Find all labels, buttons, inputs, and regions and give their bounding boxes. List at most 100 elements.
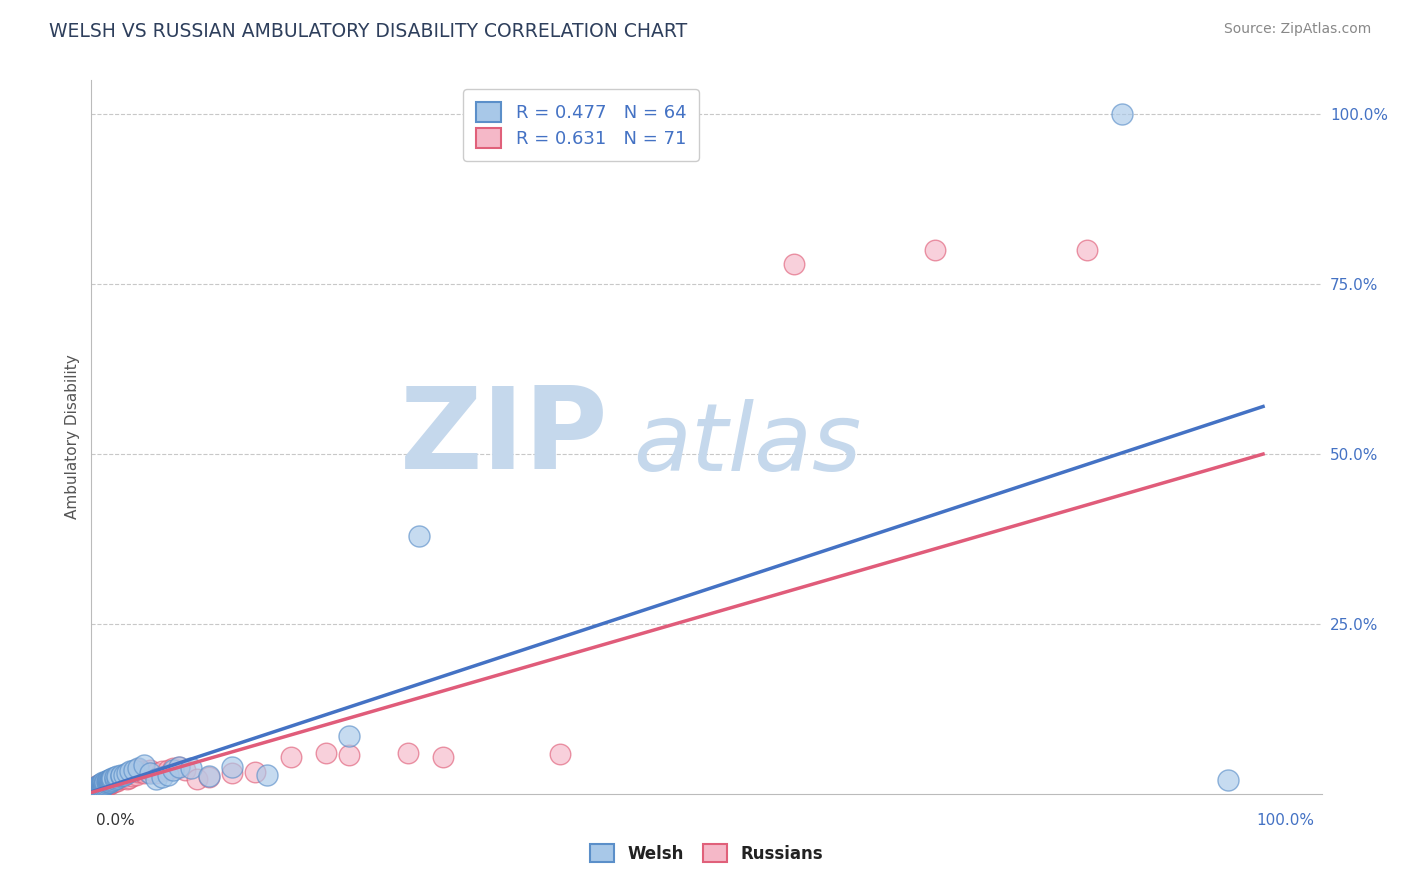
Point	[101, 775, 124, 789]
Point	[93, 778, 115, 792]
Point	[101, 773, 124, 788]
Point	[174, 763, 197, 777]
Point	[98, 777, 121, 791]
Point	[94, 777, 117, 791]
Point	[169, 760, 191, 774]
Point	[125, 768, 148, 782]
Point	[337, 748, 360, 763]
Point	[139, 766, 162, 780]
Point	[104, 773, 127, 788]
Point	[90, 776, 114, 790]
Point	[315, 746, 337, 760]
Point	[91, 774, 114, 789]
Point	[127, 763, 149, 777]
Point	[432, 749, 454, 764]
Point	[197, 768, 219, 782]
Point	[84, 781, 107, 796]
Point	[94, 775, 117, 789]
Point	[112, 769, 135, 783]
Point	[127, 765, 149, 780]
Point	[93, 778, 115, 792]
Point	[89, 777, 111, 791]
Point	[90, 777, 112, 791]
Point	[91, 779, 114, 793]
Point	[93, 776, 115, 790]
Point	[103, 774, 125, 789]
Point	[221, 766, 243, 780]
Point	[783, 257, 806, 271]
Point	[91, 779, 114, 793]
Point	[98, 774, 121, 789]
Point	[1216, 773, 1239, 788]
Point	[100, 774, 122, 789]
Point	[115, 766, 138, 780]
Point	[97, 773, 120, 788]
Point	[120, 764, 141, 779]
Point	[121, 769, 143, 783]
Point	[145, 766, 167, 780]
Point	[101, 771, 124, 785]
Point	[162, 761, 184, 775]
Point	[84, 782, 107, 797]
Point	[90, 779, 112, 793]
Point	[89, 778, 111, 792]
Point	[89, 780, 111, 794]
Point	[90, 779, 112, 793]
Point	[96, 776, 118, 790]
Point	[104, 770, 127, 784]
Point	[90, 780, 114, 794]
Point	[162, 763, 184, 777]
Point	[83, 782, 105, 797]
Point	[132, 766, 155, 780]
Point	[186, 772, 208, 786]
Point	[132, 758, 155, 772]
Point	[87, 780, 110, 794]
Point	[89, 780, 111, 794]
Point	[89, 780, 111, 795]
Point	[105, 771, 128, 785]
Point	[87, 780, 110, 794]
Text: 100.0%: 100.0%	[1257, 814, 1315, 828]
Text: WELSH VS RUSSIAN AMBULATORY DISABILITY CORRELATION CHART: WELSH VS RUSSIAN AMBULATORY DISABILITY C…	[49, 22, 688, 41]
Point	[156, 763, 179, 777]
Point	[108, 772, 131, 786]
Point	[84, 780, 107, 794]
Point	[104, 772, 127, 786]
Point	[280, 749, 302, 764]
Legend: Welsh, Russians: Welsh, Russians	[582, 836, 831, 871]
Point	[87, 779, 110, 793]
Point	[94, 775, 117, 789]
Point	[84, 782, 107, 797]
Point	[90, 780, 112, 794]
Point	[150, 770, 173, 784]
Point	[94, 777, 117, 791]
Point	[548, 747, 571, 762]
Point	[86, 780, 108, 794]
Point	[83, 783, 105, 797]
Point	[110, 769, 132, 783]
Text: ZIP: ZIP	[399, 382, 607, 492]
Point	[89, 779, 111, 793]
Point	[145, 772, 167, 786]
Point	[100, 776, 122, 790]
Point	[98, 773, 121, 788]
Point	[118, 771, 141, 785]
Point	[150, 764, 173, 779]
Point	[100, 772, 122, 786]
Point	[139, 763, 162, 777]
Point	[111, 771, 134, 785]
Point	[90, 777, 114, 791]
Point	[96, 777, 118, 791]
Point	[197, 770, 219, 784]
Text: Source: ZipAtlas.com: Source: ZipAtlas.com	[1223, 22, 1371, 37]
Point	[1111, 107, 1133, 121]
Point	[115, 772, 138, 786]
Point	[96, 774, 118, 789]
Point	[396, 746, 419, 760]
Point	[256, 768, 278, 782]
Point	[86, 779, 108, 793]
Point	[105, 772, 127, 787]
Y-axis label: Ambulatory Disability: Ambulatory Disability	[65, 355, 80, 519]
Point	[129, 764, 152, 779]
Point	[90, 778, 114, 792]
